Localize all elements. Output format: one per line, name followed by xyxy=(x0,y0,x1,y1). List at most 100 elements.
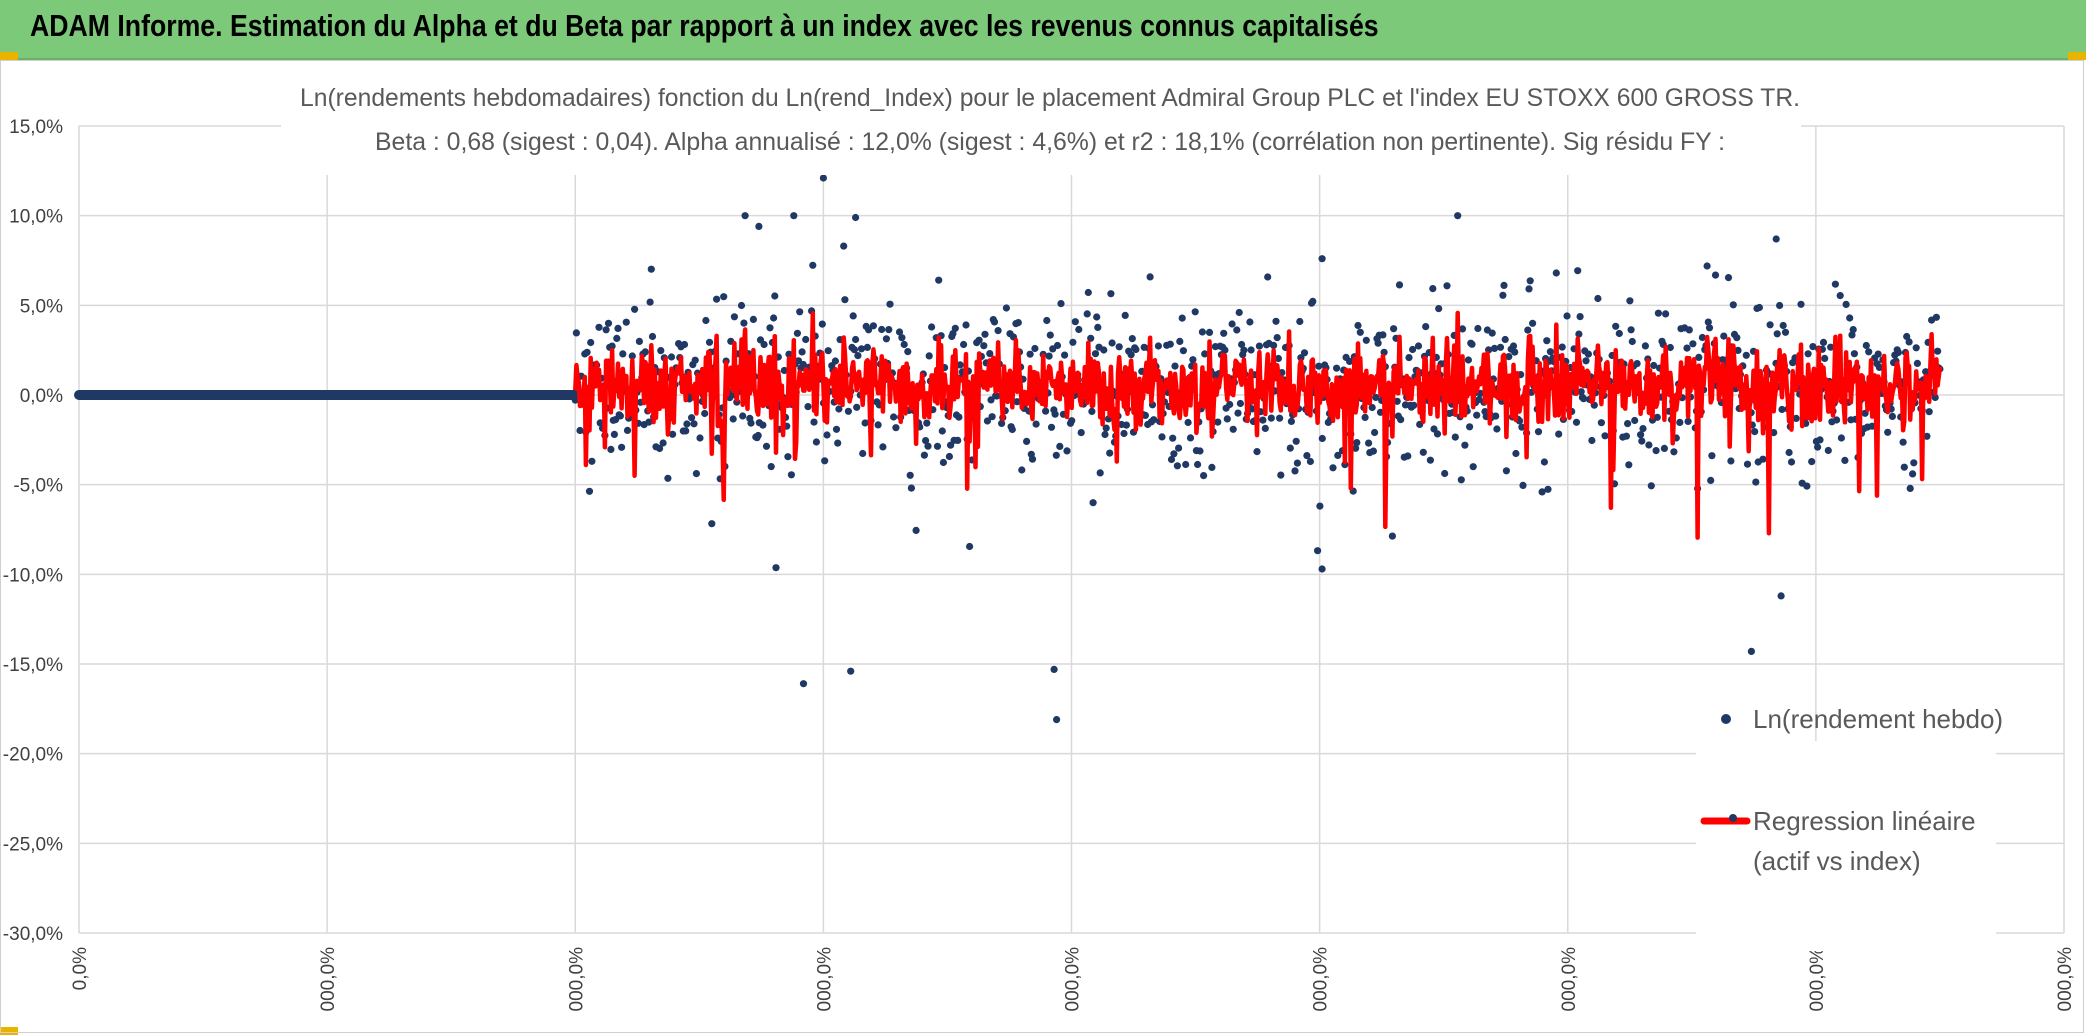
data-point xyxy=(1286,444,1294,452)
data-point xyxy=(572,329,581,337)
data-point xyxy=(720,293,728,301)
data-point xyxy=(1422,323,1430,331)
data-point xyxy=(1842,300,1850,308)
data-point xyxy=(1300,349,1309,357)
data-point xyxy=(1002,304,1011,312)
data-point xyxy=(780,366,788,375)
data-point xyxy=(1208,463,1216,471)
x-tick-label: 000,0% xyxy=(2055,947,2076,1012)
data-point xyxy=(1645,441,1653,449)
x-tick-label: 000,0% xyxy=(318,947,339,1012)
data-point xyxy=(1666,343,1674,352)
data-point xyxy=(1063,447,1071,455)
data-point xyxy=(1724,274,1733,282)
data-point xyxy=(1501,335,1509,344)
data-point xyxy=(762,442,771,450)
data-point xyxy=(1647,482,1655,490)
data-point xyxy=(1115,343,1123,351)
legend-label-regression: Regression linéaire xyxy=(1753,806,1976,836)
data-point xyxy=(998,419,1006,427)
data-point xyxy=(1888,412,1896,420)
data-point xyxy=(1496,343,1505,351)
data-point xyxy=(994,327,1002,335)
data-point xyxy=(1346,357,1354,365)
data-point xyxy=(1393,397,1401,405)
data-point xyxy=(1742,351,1750,359)
data-point xyxy=(1296,317,1304,326)
data-point xyxy=(1008,425,1016,434)
data-point xyxy=(1837,434,1845,442)
data-point xyxy=(1534,428,1543,436)
data-point xyxy=(1461,441,1469,449)
data-point xyxy=(1158,433,1166,441)
data-point xyxy=(1084,288,1092,297)
data-point xyxy=(664,474,672,482)
data-point xyxy=(1641,342,1649,350)
data-point xyxy=(1849,326,1857,334)
data-point xyxy=(863,343,872,351)
data-point xyxy=(1808,458,1816,466)
data-point xyxy=(907,484,916,492)
data-point xyxy=(588,457,596,465)
data-point xyxy=(857,345,866,353)
data-point xyxy=(1068,417,1076,425)
x-tick-label: 000,0% xyxy=(1063,947,1084,1012)
data-point xyxy=(1466,423,1474,431)
data-point xyxy=(614,324,622,332)
data-point xyxy=(604,319,613,327)
data-point xyxy=(1404,452,1412,460)
data-point xyxy=(1057,300,1065,308)
data-point xyxy=(1102,424,1110,432)
data-point xyxy=(1354,321,1362,330)
data-point xyxy=(1091,350,1100,358)
data-point xyxy=(1772,235,1780,243)
data-point xyxy=(1200,472,1208,480)
data-point xyxy=(713,295,721,303)
data-point xyxy=(966,542,974,551)
chart-title-line2: Beta : 0,68 (sigest : 0,04). Alpha annua… xyxy=(375,128,1725,156)
data-point xyxy=(1334,451,1342,459)
data-point xyxy=(1932,313,1940,321)
data-point xyxy=(1154,342,1162,350)
data-point xyxy=(1316,502,1324,510)
data-point xyxy=(1766,321,1774,329)
data-point xyxy=(1821,354,1829,362)
data-point xyxy=(619,350,627,358)
data-point xyxy=(912,526,920,534)
data-point xyxy=(613,334,621,342)
data-point xyxy=(1654,309,1662,317)
data-point xyxy=(1639,425,1647,433)
data-point xyxy=(812,438,821,446)
data-point xyxy=(1785,448,1793,457)
data-point xyxy=(772,564,780,572)
data-point xyxy=(840,242,848,250)
data-point xyxy=(1433,430,1442,438)
data-point xyxy=(854,352,862,360)
data-point xyxy=(740,319,748,327)
data-point xyxy=(962,321,970,329)
legend-point-marker xyxy=(1721,714,1731,724)
data-point xyxy=(1833,416,1841,424)
data-point xyxy=(1747,647,1755,656)
data-point xyxy=(1233,326,1241,334)
data-point xyxy=(1594,294,1602,303)
data-point xyxy=(705,338,714,346)
data-point xyxy=(1191,308,1199,316)
data-point xyxy=(741,212,749,220)
data-point xyxy=(1255,342,1263,350)
data-point xyxy=(587,338,595,347)
data-point xyxy=(886,300,894,308)
data-point xyxy=(1518,423,1526,431)
data-point xyxy=(1277,471,1285,479)
data-point xyxy=(1121,311,1129,319)
data-point xyxy=(1816,436,1824,444)
data-point xyxy=(1831,280,1839,288)
data-point xyxy=(1240,346,1248,354)
data-point xyxy=(1309,297,1317,305)
data-point xyxy=(799,680,808,688)
data-point xyxy=(730,313,739,321)
data-point xyxy=(1759,455,1767,463)
data-point xyxy=(938,427,946,435)
data-point xyxy=(1502,467,1510,475)
data-point xyxy=(571,396,579,404)
